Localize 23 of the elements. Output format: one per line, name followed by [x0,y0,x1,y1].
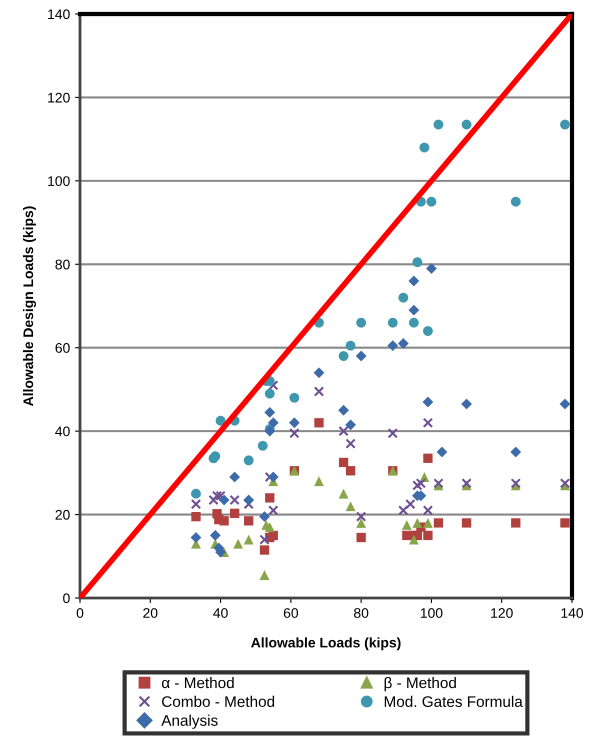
y-tick-label: 20 [56,510,70,520]
y-tick-label: 100 [48,176,70,186]
x-tick-label: 0 [76,608,84,618]
x-tick-label: 60 [284,608,298,618]
y-tick-label: 40 [55,426,70,436]
x-tick-label: 80 [354,608,368,618]
x-tick-label: 20 [143,608,158,618]
y-tick-label: 120 [48,92,70,103]
legend-label: α - Method [162,676,234,688]
legend-label: Mod. Gates Formula [384,696,523,708]
y-axis-title: Allowable Design Loads (kips) [22,206,36,406]
x-tick-label: 120 [491,608,513,618]
y-tick-label: 140 [48,9,70,20]
x-tick-label: 140 [561,608,584,618]
legend-label: Analysis [161,714,218,729]
legend-label: β - Method [384,676,456,692]
x-tick-label: 100 [420,608,442,618]
x-axis-title: Allowable Loads (kips) [251,637,401,650]
y-tick-label: 80 [55,260,70,270]
y-tick-label: 0 [63,593,70,604]
x-tick-label: 40 [213,608,228,618]
y-tick-label: 60 [56,343,70,353]
legend-label: Combo - Method [162,696,274,708]
